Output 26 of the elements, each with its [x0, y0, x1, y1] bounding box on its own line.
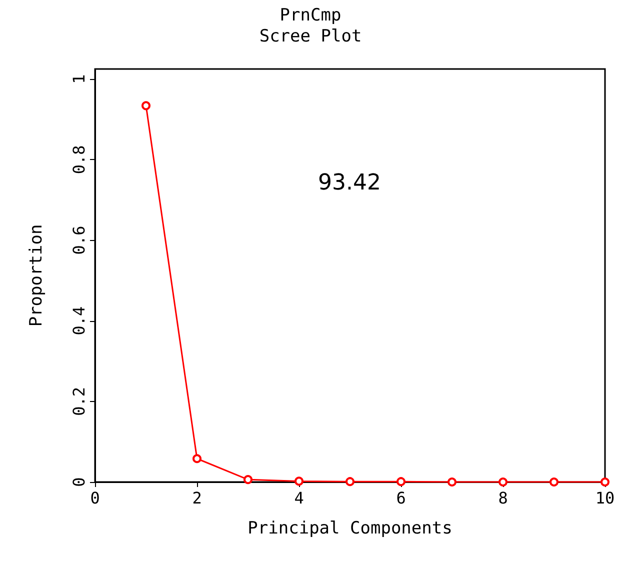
- point: [396, 477, 406, 486]
- x-tick-label: 4: [294, 488, 304, 508]
- x-tick-label: 10: [595, 488, 615, 508]
- y-tick-label: 0.2: [70, 386, 88, 416]
- point: [244, 475, 252, 484]
- y-tick-label: 0: [70, 477, 88, 487]
- y-tick-label: 0.4: [70, 306, 88, 336]
- point: [294, 476, 304, 486]
- x-axis-title: Principal Components: [248, 518, 452, 538]
- point: [550, 478, 558, 486]
- y-axis-title: Proportion: [26, 224, 46, 327]
- x-tick-label: 2: [192, 488, 202, 508]
- y-tick-label: 0.6: [70, 226, 88, 255]
- y-tick-label: 0.8: [70, 145, 88, 174]
- annotation: 93.42: [318, 170, 381, 196]
- point: [192, 454, 202, 464]
- chart-title: PrnCmp: [280, 6, 342, 26]
- chart-subtitle: Scree Plot: [259, 26, 362, 46]
- x-tick-label: 8: [498, 488, 508, 508]
- point: [142, 101, 150, 110]
- x-tick-label: 0: [90, 488, 100, 508]
- point: [346, 477, 354, 486]
- x-tick-label: 6: [396, 488, 406, 508]
- point: [498, 478, 508, 486]
- point: [448, 478, 456, 486]
- y-tick-label: 1: [70, 74, 88, 84]
